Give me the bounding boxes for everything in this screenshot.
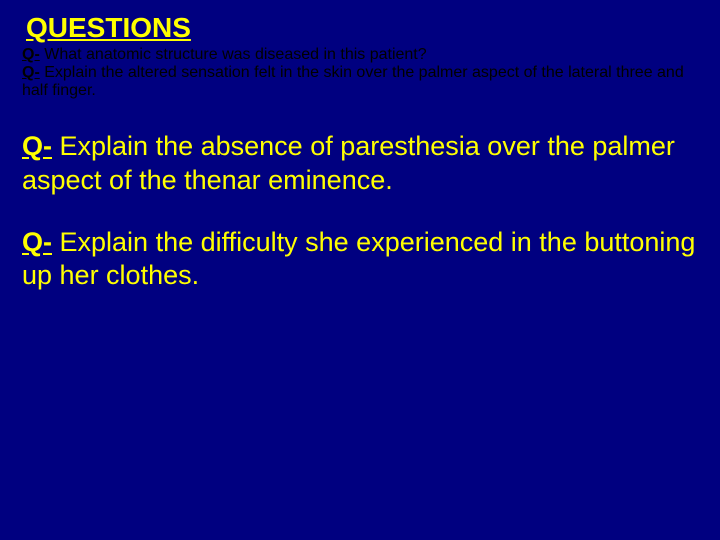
question-text: Explain the altered sensation felt in th… [22, 64, 684, 99]
questions-heading: QUESTIONS [26, 12, 702, 44]
question-text: Explain the difficulty she experienced i… [22, 227, 695, 291]
question-item: Q- Explain the absence of paresthesia ov… [22, 130, 702, 198]
question-prefix: Q- [22, 131, 52, 161]
question-text: What anatomic structure was diseased in … [44, 46, 426, 63]
question-prefix: Q- [22, 46, 40, 63]
question-item: Q- What anatomic structure was diseased … [22, 46, 702, 64]
question-prefix: Q- [22, 227, 52, 257]
question-item: Q- Explain the difficulty she experience… [22, 226, 702, 294]
question-prefix: Q- [22, 64, 40, 81]
question-item: Q- Explain the altered sensation felt in… [22, 64, 702, 100]
question-text: Explain the absence of paresthesia over … [22, 131, 675, 195]
